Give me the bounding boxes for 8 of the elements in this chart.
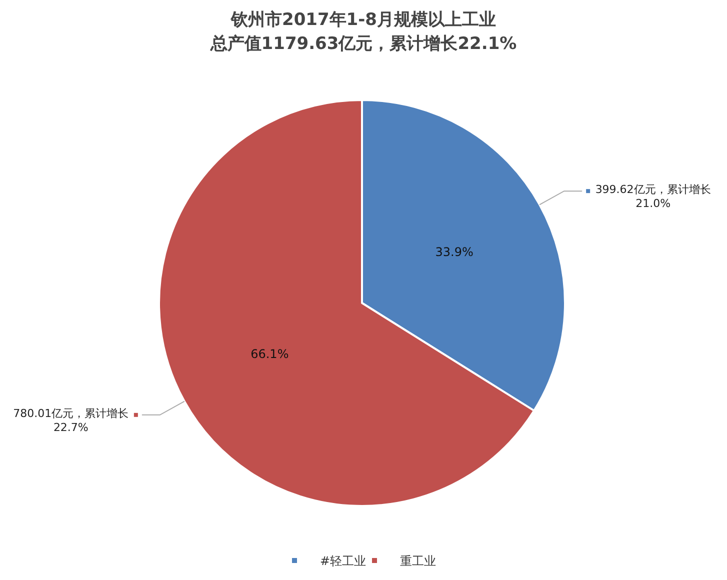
legend-label: #轻工业 xyxy=(320,553,366,570)
data-label: 33.9% xyxy=(435,244,474,259)
chart-title: 钦州市2017年1-8月规模以上工业 xyxy=(230,9,498,31)
chart-subtitle: 总产值1179.63亿元，累计增长22.1% xyxy=(209,33,518,55)
text: 780.01亿元，累计增长22.7% xyxy=(13,406,129,434)
legend-label: 重工业 xyxy=(400,553,436,570)
text: 399.62亿元，累计增长21.0% xyxy=(595,183,711,210)
data-label: 66.1% xyxy=(250,347,289,362)
